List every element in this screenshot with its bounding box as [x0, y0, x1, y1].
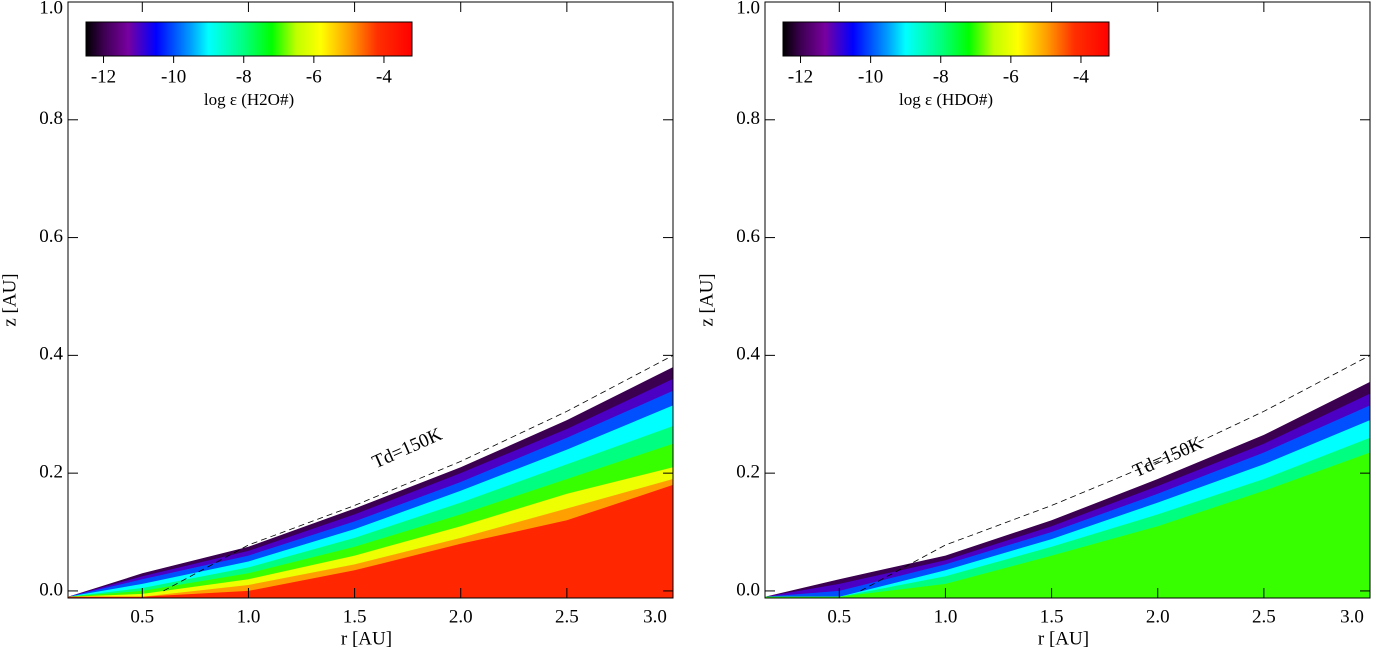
colorbar-label: log ε (HDO#) [899, 90, 993, 109]
y-tick-label: 0.4 [39, 344, 63, 365]
td-contour [860, 355, 1370, 592]
x-tick-label: 2.0 [1146, 606, 1170, 627]
contour-band [765, 452, 1370, 598]
x-tick-label: 3.0 [643, 606, 667, 627]
y-tick-label: 1.0 [736, 0, 760, 18]
x-axis-label: r [AU] [341, 628, 392, 649]
contour-band [68, 484, 673, 598]
y-tick-label: 0.8 [736, 108, 760, 129]
colorbar-tick-label: -12 [788, 66, 813, 87]
td-contour [163, 355, 673, 592]
y-tick-label: 0.0 [736, 579, 760, 600]
colorbar-tick-label: -8 [933, 66, 949, 87]
x-tick-label: 1.5 [1040, 606, 1064, 627]
y-tick-label: 0.8 [39, 108, 63, 129]
colorbar-tick-label: -4 [376, 66, 392, 87]
axes-frame [764, 1, 1371, 599]
colorbar-tick-label: -10 [161, 66, 186, 87]
y-tick-label: 0.2 [736, 462, 760, 483]
axes-frame [67, 1, 674, 599]
y-axis-label: z [AU] [696, 273, 717, 326]
colorbar-tick-label: -12 [91, 66, 116, 87]
colorbar-tick-label: -6 [306, 66, 322, 87]
y-tick-label: 0.6 [736, 226, 760, 247]
y-tick-label: 0.4 [736, 344, 760, 365]
x-tick-label: 0.5 [827, 606, 851, 627]
x-tick-label: 2.0 [449, 606, 473, 627]
colorbar-tick-label: -8 [236, 66, 252, 87]
colorbar-tick-label: -10 [858, 66, 883, 87]
colorbar [85, 21, 413, 57]
x-tick-label: 2.5 [555, 606, 579, 627]
y-tick-label: 0.6 [39, 226, 63, 247]
x-tick-label: 2.5 [1252, 606, 1276, 627]
y-tick-label: 1.0 [39, 0, 63, 18]
y-tick-label: 0.0 [39, 579, 63, 600]
x-tick-label: 1.5 [343, 606, 367, 627]
y-tick-label: 0.2 [39, 462, 63, 483]
y-axis-label: z [AU] [0, 273, 20, 326]
colorbar-label: log ε (H2O#) [204, 90, 294, 109]
plot-area [765, 355, 1370, 598]
colorbar-tick-label: -6 [1003, 66, 1019, 87]
plot-area [68, 355, 673, 598]
td-label: Td=150K [369, 424, 445, 473]
colorbar-tick-label: -4 [1073, 66, 1089, 87]
colorbar [782, 21, 1110, 57]
x-tick-label: 1.0 [934, 606, 958, 627]
x-axis-label: r [AU] [1038, 628, 1089, 649]
x-tick-label: 3.0 [1340, 606, 1364, 627]
x-tick-label: 0.5 [130, 606, 154, 627]
x-tick-label: 1.0 [237, 606, 261, 627]
